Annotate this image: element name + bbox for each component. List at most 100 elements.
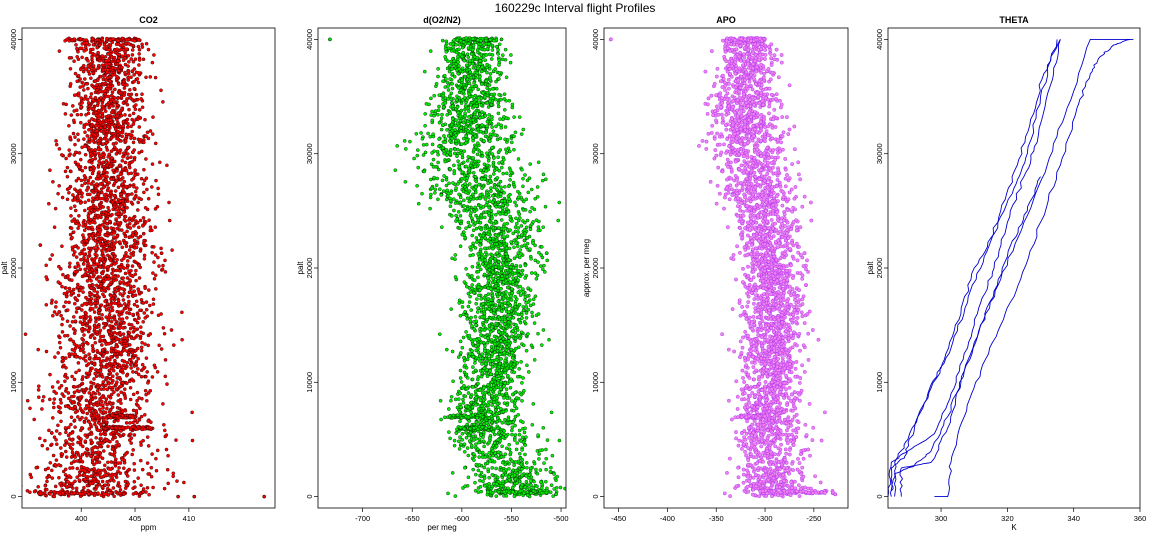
data-point [50,468,54,473]
data-point [133,328,137,332]
data-point [88,422,93,427]
data-point [92,336,97,340]
data-point [130,452,134,457]
data-point [87,137,91,141]
data-point [150,60,155,65]
data-point [83,165,88,170]
data-point [487,205,492,210]
data-point [99,74,103,79]
y-axis-label: palt [0,261,9,275]
data-point [122,90,127,95]
data-point [119,212,124,216]
data-point [146,472,150,476]
data-point [103,400,108,405]
data-point [142,190,146,195]
data-point [510,102,515,107]
data-point [70,400,75,405]
data-point [71,339,75,344]
data-point [147,218,151,222]
data-point [120,130,125,135]
data-point [457,439,461,444]
data-point [151,485,155,490]
data-point [419,131,423,135]
data-point [140,105,145,110]
data-point [141,57,146,62]
data-point [108,43,113,48]
data-point [73,410,78,415]
data-point [78,492,82,496]
data-point [112,124,117,128]
data-point [64,449,68,454]
data-point [125,102,130,107]
data-point [65,333,70,338]
data-point [134,231,139,236]
data-point [111,486,116,490]
data-point [113,352,117,357]
data-point [44,263,48,268]
data-point [76,361,81,365]
data-point [126,69,131,73]
data-point [62,482,66,486]
data-point [80,308,84,312]
data-point [113,290,118,294]
data-point [80,336,84,341]
data-point [150,452,154,456]
data-point [524,305,529,309]
data-point [145,486,150,490]
data-point [111,115,116,119]
data-point [152,53,156,57]
data-point [78,288,82,292]
data-point [61,469,66,474]
data-point [50,431,54,435]
data-point [430,109,434,114]
outlier-point [38,243,43,247]
data-point [490,53,495,57]
data-point [111,37,115,41]
data-point [105,437,109,442]
data-point [102,449,106,453]
data-point [75,199,80,203]
data-point [522,388,526,393]
data-point [165,467,170,472]
data-point [39,491,43,496]
data-point [70,466,75,470]
data-point [507,98,512,103]
data-point [108,164,112,169]
data-point [78,77,82,81]
data-point [77,223,81,227]
data-point [91,64,96,68]
data-point [483,215,487,220]
data-point [54,305,58,309]
data-point [54,300,58,304]
data-point [428,195,433,200]
data-point [86,59,90,63]
data-point [129,171,134,176]
data-point [139,443,143,447]
data-point [82,88,86,92]
data-point [117,301,121,306]
data-point [60,356,65,360]
data-point [132,336,136,341]
data-point [116,96,120,101]
data-point [132,284,136,289]
data-point [464,226,468,230]
data-point [108,38,112,42]
data-point [80,381,85,386]
data-point [124,244,129,249]
data-point [83,388,88,392]
data-point [130,48,135,52]
data-point [67,396,71,401]
plot-area [328,36,566,499]
data-point [64,102,68,107]
data-point [137,58,142,62]
data-point [115,234,120,238]
data-point [59,401,63,405]
outlier-point [192,494,197,499]
data-point [108,309,112,314]
data-point [110,476,115,480]
data-point [102,286,107,290]
data-point [105,222,109,226]
data-point [455,154,459,158]
data-point [131,492,136,496]
data-point [160,267,165,272]
